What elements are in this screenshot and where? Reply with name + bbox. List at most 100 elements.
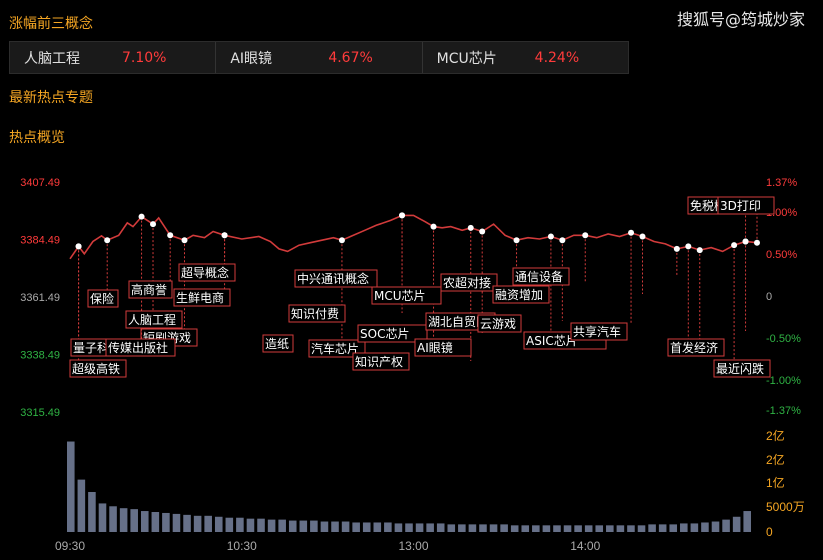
annotation-box — [288, 304, 346, 323]
volume-bar — [542, 525, 551, 532]
top3-cell-1[interactable]: 人脑工程 7.10% — [10, 42, 217, 73]
volume-bar — [405, 523, 413, 532]
price-line — [69, 214, 758, 260]
y-tick-left: 3407.49 — [20, 177, 60, 189]
annotation-label: 最近闪跌 — [716, 361, 764, 376]
annotation-label: 人脑工程 — [128, 312, 176, 327]
annotation-box — [308, 339, 366, 358]
annotation-box — [262, 334, 294, 353]
top3-pct: 4.67% — [328, 49, 373, 66]
volume-bar — [479, 524, 487, 532]
top3-cell-2[interactable]: AI眼镜 4.67% — [216, 42, 423, 73]
annotation-dot — [181, 237, 188, 244]
annotation-label: 知识产权 — [355, 355, 403, 369]
volume-bar — [288, 520, 297, 532]
annotation-box — [570, 322, 628, 341]
annotation-box — [69, 359, 127, 378]
annotation-box — [667, 338, 725, 357]
annotation-box — [414, 338, 472, 357]
volume-bar — [151, 512, 160, 532]
annotation-box — [713, 359, 771, 378]
annotation-box — [357, 324, 428, 343]
annotation-box — [477, 314, 522, 333]
annotation-label: 农超对接 — [443, 275, 491, 290]
x-tick: 14:00 — [570, 539, 600, 553]
volume-bar — [532, 525, 540, 532]
annotation-box — [352, 352, 410, 371]
volume-bar — [711, 521, 720, 532]
annotation-label: 超导概念 — [181, 265, 229, 280]
annotation-label: 高商誉 — [131, 282, 167, 297]
annotation-dot — [628, 229, 635, 236]
volume-bar — [680, 523, 688, 532]
volume-tick: 5000万 — [766, 500, 805, 514]
volume-bar — [574, 525, 582, 532]
annotation-dot — [467, 224, 474, 231]
annotation-label: 造纸 — [265, 337, 289, 351]
volume-bar — [278, 519, 286, 532]
y-tick-right: 0.50% — [766, 249, 797, 261]
volume-bar — [236, 517, 244, 532]
y-tick-left: 3361.49 — [20, 292, 60, 304]
overview-title: 热点概览 — [9, 130, 65, 146]
hot-topics-link[interactable]: 最新热点专题 — [9, 90, 93, 106]
annotation-dot — [167, 232, 174, 239]
volume-bar — [637, 525, 646, 532]
top3-cell-3[interactable]: MCU芯片 4.24% — [423, 42, 628, 73]
top3-name: AI眼镜 — [230, 50, 273, 67]
top3-pct: 7.10% — [122, 49, 167, 66]
annotation-dot — [138, 213, 145, 220]
volume-tick: 1亿 — [766, 475, 785, 490]
annotation-dot — [430, 223, 437, 230]
annotation-dot — [150, 221, 157, 228]
volume-bar — [616, 525, 625, 532]
annotation-label: 保险 — [90, 291, 114, 306]
volume-bar — [701, 522, 709, 532]
volume-bar — [627, 525, 635, 532]
volume-bar — [362, 522, 371, 532]
volume-bar — [204, 515, 212, 532]
annotation-box — [492, 285, 550, 304]
x-tick: 13:00 — [398, 539, 428, 553]
volume-bar — [500, 524, 508, 532]
annotation-dot — [742, 238, 749, 245]
volume-bar — [257, 518, 265, 532]
annotation-dot — [559, 237, 566, 244]
volume-bar — [669, 524, 678, 532]
volume-bar — [510, 525, 519, 532]
volume-tick: 0 — [766, 525, 773, 539]
x-tick: 09:30 — [55, 539, 85, 553]
y-tick-left: 3384.49 — [20, 235, 60, 247]
annotation-label: 生鲜电商 — [176, 290, 224, 305]
volume-bar — [246, 518, 255, 532]
volume-bar — [299, 520, 308, 532]
annotation-box — [294, 269, 378, 288]
annotation-dot — [685, 243, 692, 250]
annotation-box — [717, 196, 775, 215]
annotation-label: 中兴通讯概念 — [297, 271, 369, 286]
annotation-dot — [731, 242, 738, 249]
annotation-box — [512, 267, 570, 286]
volume-bar — [310, 520, 318, 532]
annotation-label: 首发经济 — [670, 340, 718, 355]
annotation-label: 知识付费 — [291, 307, 339, 321]
annotation-label: 湖北自贸区 — [428, 314, 488, 329]
volume-bar — [140, 511, 149, 532]
annotation-dot — [104, 237, 111, 244]
top3-title: 涨幅前三概念 — [9, 16, 93, 32]
annotation-box — [105, 338, 176, 357]
annotation-dot — [221, 232, 228, 239]
y-tick-left: 3315.49 — [20, 407, 60, 419]
annotation-dot — [547, 233, 554, 240]
annotation-dot — [582, 232, 589, 239]
volume-bar — [172, 513, 181, 532]
volume-bar — [183, 514, 191, 532]
volume-bar — [109, 506, 117, 532]
y-tick-right: -1.00% — [766, 375, 801, 387]
annotation-dot — [754, 239, 760, 246]
volume-bar — [320, 521, 329, 532]
annotation-label: 3D打印 — [720, 199, 761, 213]
volume-bar — [563, 525, 572, 532]
volume-bar — [595, 525, 604, 532]
